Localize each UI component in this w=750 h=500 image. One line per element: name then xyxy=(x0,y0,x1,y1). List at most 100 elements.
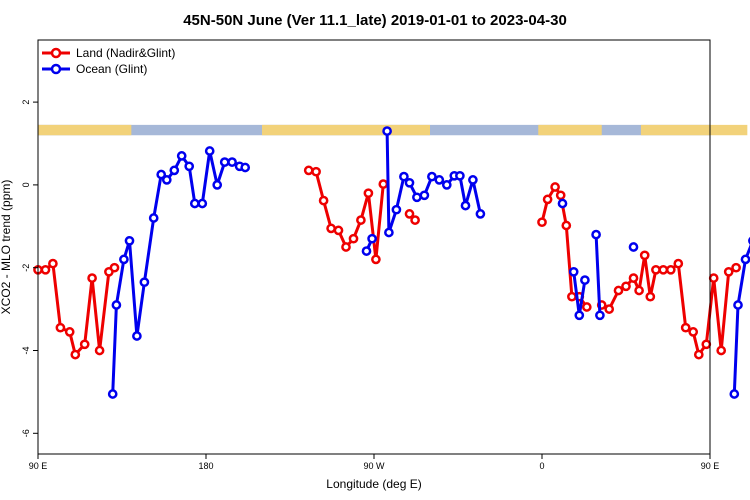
data-point xyxy=(613,285,624,296)
y-axis-title: XCO2 - MLO trend (ppm) xyxy=(0,180,13,315)
data-point xyxy=(156,169,167,180)
data-point xyxy=(303,165,314,176)
data-point xyxy=(148,213,159,223)
data-point xyxy=(204,146,215,156)
series-line xyxy=(594,234,602,316)
data-point xyxy=(412,192,422,203)
series-layer xyxy=(33,126,750,399)
data-point xyxy=(48,258,58,269)
data-point xyxy=(591,229,601,240)
series-line xyxy=(732,244,750,395)
y-tick-label: -2 xyxy=(21,264,31,272)
data-point xyxy=(326,223,336,234)
data-point xyxy=(427,171,437,182)
data-point xyxy=(708,273,719,283)
x-tick-label: 90 E xyxy=(29,461,48,471)
data-point xyxy=(40,264,51,275)
data-point xyxy=(348,233,359,244)
data-point xyxy=(55,322,66,333)
data-point xyxy=(537,217,547,228)
data-point xyxy=(139,277,150,288)
data-point xyxy=(399,171,409,182)
data-point xyxy=(693,349,704,360)
data-point xyxy=(419,190,430,201)
x-tick-label: 90 W xyxy=(363,461,385,471)
data-point xyxy=(363,188,374,199)
data-point xyxy=(184,161,195,172)
data-point xyxy=(391,204,402,215)
data-point xyxy=(574,310,585,321)
data-point xyxy=(665,264,676,275)
data-point xyxy=(161,175,172,185)
legend-marker-ocean xyxy=(50,63,62,75)
data-point xyxy=(169,165,180,176)
data-point xyxy=(680,322,691,333)
data-point xyxy=(404,177,415,188)
data-point xyxy=(318,195,329,206)
y-tick-label: 2 xyxy=(21,100,31,105)
data-point xyxy=(361,246,372,256)
data-point xyxy=(87,273,97,283)
data-point xyxy=(651,264,661,275)
data-point xyxy=(94,345,105,356)
data-point xyxy=(176,151,187,161)
band-land-2 xyxy=(538,124,602,136)
x-axis-title: Longitude (deg E) xyxy=(326,477,421,491)
data-point xyxy=(740,254,750,265)
data-point xyxy=(341,242,351,252)
data-point xyxy=(441,180,452,190)
data-point xyxy=(639,250,650,261)
data-point xyxy=(688,327,699,337)
data-point xyxy=(701,339,712,350)
data-point xyxy=(107,389,118,399)
data-point xyxy=(673,258,684,269)
data-point xyxy=(333,225,344,236)
data-point xyxy=(723,266,734,277)
data-point xyxy=(645,291,656,302)
data-point xyxy=(468,175,478,185)
y-tick-label: 0 xyxy=(21,182,31,187)
data-point xyxy=(79,339,90,350)
data-point xyxy=(561,220,572,231)
data-point xyxy=(189,198,200,209)
data-point xyxy=(109,262,120,273)
data-point xyxy=(410,215,420,225)
data-point xyxy=(658,264,669,275)
data-point xyxy=(475,209,486,219)
data-point xyxy=(124,235,135,246)
data-point xyxy=(455,170,465,181)
data-point xyxy=(384,227,394,238)
data-point xyxy=(70,349,81,360)
data-point xyxy=(568,266,579,277)
data-point xyxy=(132,331,142,341)
chart-title: 45N-50N June (Ver 11.1_late) 2019-01-01 … xyxy=(183,12,567,29)
data-point xyxy=(311,166,321,177)
data-point xyxy=(371,254,381,265)
band-land-1 xyxy=(262,124,430,136)
data-point xyxy=(382,126,392,136)
data-point xyxy=(227,157,237,167)
data-point xyxy=(542,194,553,205)
data-point xyxy=(604,304,615,314)
series-ocean xyxy=(107,126,750,399)
data-point xyxy=(197,198,208,209)
data-point xyxy=(64,327,75,337)
data-point xyxy=(634,285,644,296)
y-tick-label: -6 xyxy=(21,429,31,437)
data-point xyxy=(434,175,445,185)
data-point xyxy=(460,200,471,211)
data-point xyxy=(378,179,389,189)
x-tick-label: 90 E xyxy=(701,461,720,471)
data-point xyxy=(557,198,568,209)
data-point xyxy=(595,310,605,321)
data-point xyxy=(555,190,566,201)
legend-marker-land xyxy=(50,47,62,59)
x-tick-label: 180 xyxy=(198,461,213,471)
y-axis: 2 0 -2 -4 -6 xyxy=(21,100,38,437)
data-point xyxy=(367,233,377,244)
data-point xyxy=(404,209,415,219)
data-point xyxy=(580,275,590,285)
data-point xyxy=(581,302,592,312)
legend-label-land: Land (Nadir&Glint) xyxy=(76,46,175,60)
